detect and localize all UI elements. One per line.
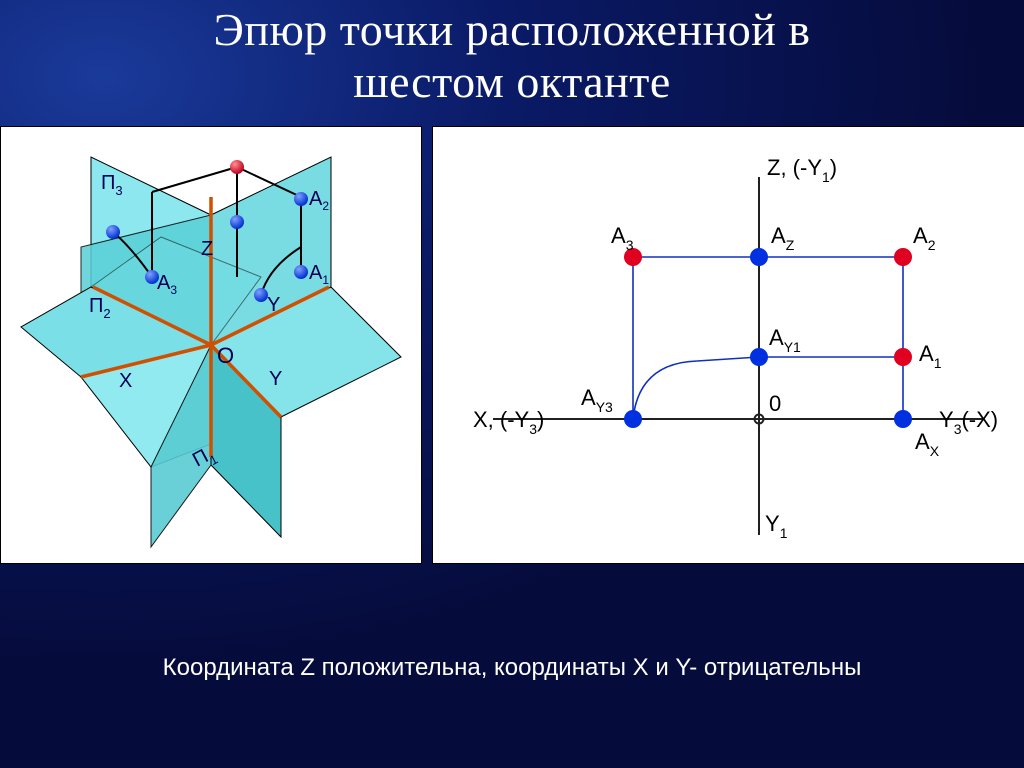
- svg-text:A1: A1: [919, 341, 942, 371]
- epure-labels: A3 AZ A2 AY1 A1 AY3 AX Z, (-Y1) X, (-Y3)…: [473, 155, 998, 541]
- svg-text:AZ: AZ: [771, 223, 795, 253]
- svg-text:Y: Y: [269, 368, 282, 390]
- svg-text:Y1: Y1: [765, 511, 788, 541]
- isometric-svg: П3 П2 П1 Z X Y Y О A2 A1 A3: [1, 127, 421, 563]
- point-aux3-3d: [230, 215, 244, 229]
- point-aux1-3d: [106, 225, 120, 239]
- svg-text:AY1: AY1: [769, 325, 801, 355]
- svg-text:X, (-Y3): X, (-Y3): [473, 407, 544, 437]
- epure-construction: [633, 257, 903, 419]
- point-A2: [894, 248, 912, 266]
- point-A2-3d: [294, 192, 308, 206]
- svg-text:AX: AX: [915, 429, 940, 459]
- svg-text:0: 0: [769, 391, 781, 416]
- point-A-3d: [230, 160, 244, 174]
- point-aux2-3d: [254, 288, 268, 302]
- epure-panel: A3 AZ A2 AY1 A1 AY3 AX Z, (-Y1) X, (-Y3)…: [432, 126, 1024, 564]
- svg-text:Y: Y: [267, 294, 280, 316]
- point-Ay1: [750, 348, 768, 366]
- svg-text:Z: Z: [201, 238, 213, 260]
- svg-text:Y3(-X): Y3(-X): [939, 407, 998, 437]
- title-line-2: шестом октанте: [353, 56, 671, 107]
- svg-text:О: О: [217, 343, 234, 368]
- point-A1-3d: [294, 265, 308, 279]
- point-Ay3: [624, 410, 642, 428]
- svg-text:X: X: [119, 370, 132, 392]
- epure-points: [624, 248, 912, 428]
- isometric-panel: П3 П2 П1 Z X Y Y О A2 A1 A3: [0, 126, 422, 564]
- svg-text:A3: A3: [611, 223, 634, 253]
- svg-text:Z, (-Y1): Z, (-Y1): [767, 155, 837, 185]
- slide-caption: Координата Z положительна, координаты X …: [0, 654, 1024, 682]
- epure-svg: A3 AZ A2 AY1 A1 AY3 AX Z, (-Y1) X, (-Y3)…: [433, 127, 1024, 563]
- point-A1: [894, 348, 912, 366]
- slide-title: Эпюр точки расположенной в шестом октант…: [0, 4, 1024, 107]
- point-Ax: [894, 410, 912, 428]
- svg-text:AY3: AY3: [581, 385, 613, 415]
- point-Az: [750, 248, 768, 266]
- title-line-1: Эпюр точки расположенной в: [213, 4, 810, 55]
- svg-text:A2: A2: [913, 223, 936, 253]
